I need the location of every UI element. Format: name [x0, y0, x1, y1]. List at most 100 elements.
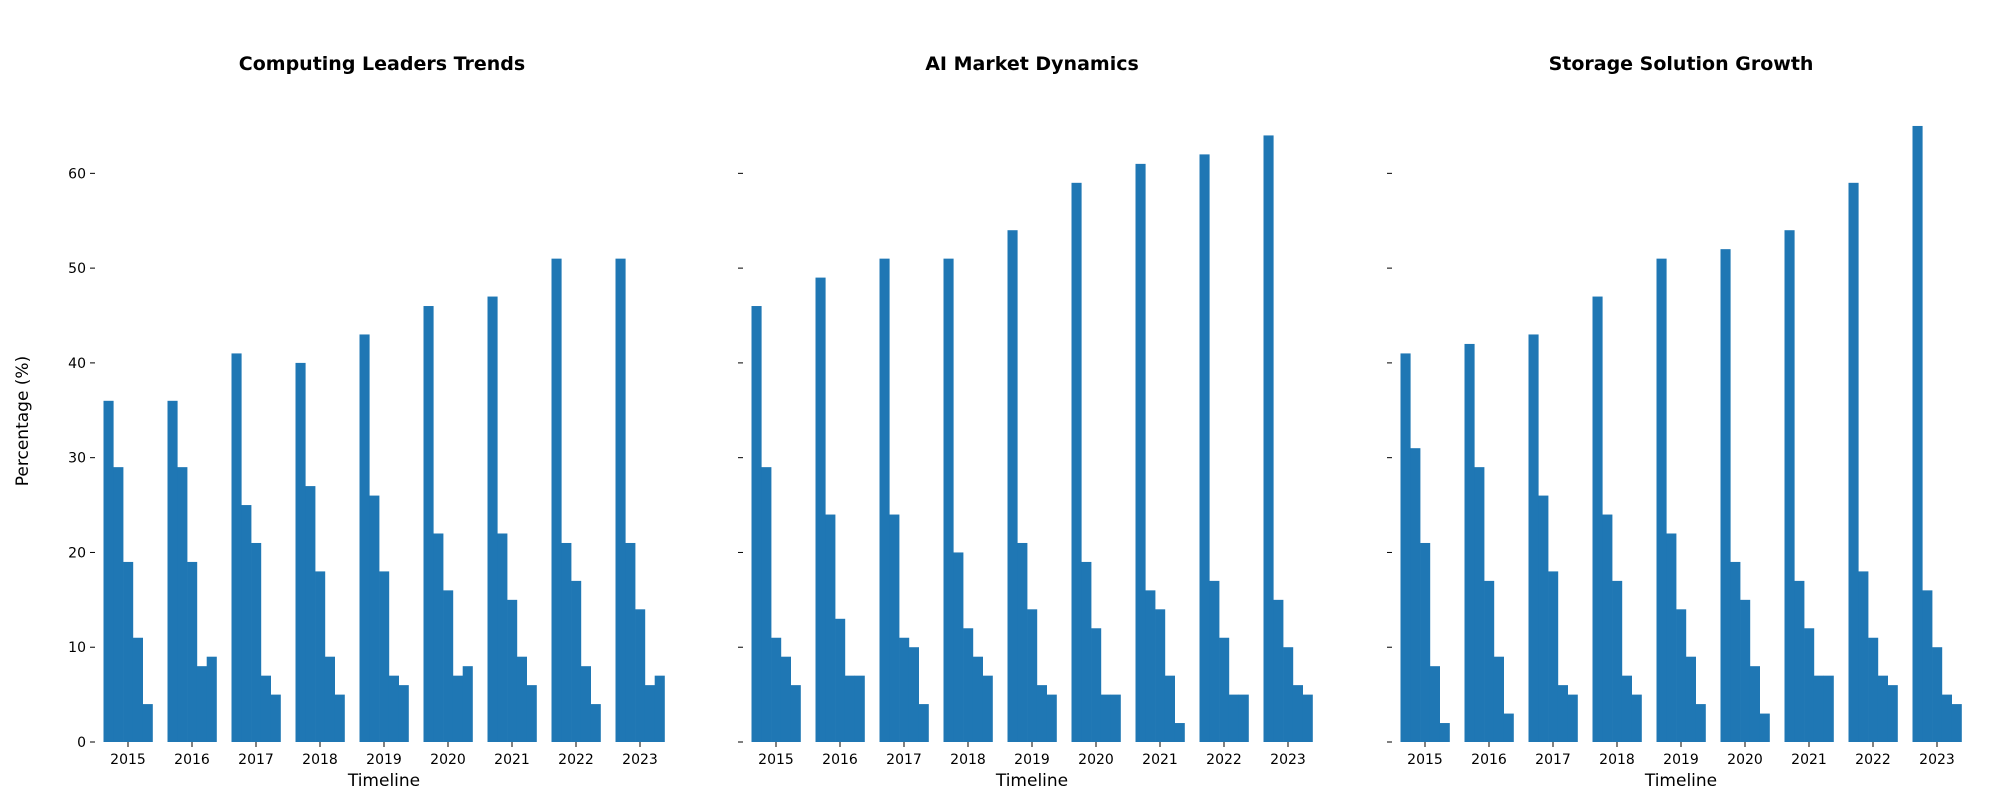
- bar: [908, 647, 919, 742]
- bar: [1656, 258, 1667, 742]
- bar: [132, 637, 143, 742]
- bar: [507, 599, 518, 742]
- bar: [123, 561, 134, 742]
- bar: [1592, 296, 1603, 742]
- x-tick-label: 2016: [822, 752, 858, 768]
- bar: [844, 675, 855, 742]
- bar: [452, 675, 463, 742]
- y-tick-label: 60: [68, 166, 86, 182]
- bar: [177, 467, 188, 742]
- x-tick-label: 2019: [1663, 752, 1699, 768]
- bar: [1238, 694, 1249, 742]
- bar: [879, 258, 890, 742]
- bar: [516, 656, 527, 742]
- bar: [625, 542, 636, 742]
- bar: [761, 467, 772, 742]
- bar: [1877, 675, 1888, 742]
- x-tick-label: 2022: [558, 752, 594, 768]
- bar: [443, 590, 454, 742]
- bar: [1730, 561, 1741, 742]
- bar: [1858, 571, 1869, 742]
- bar: [398, 685, 409, 742]
- y-tick-label: 20: [68, 545, 86, 561]
- bar: [1464, 343, 1475, 742]
- bar: [644, 685, 655, 742]
- x-tick-label: 2021: [1791, 752, 1827, 768]
- bar: [1538, 495, 1549, 742]
- bar: [526, 685, 537, 742]
- x-axis-label: Timeline: [347, 771, 420, 791]
- y-tick-label: 50: [68, 261, 86, 277]
- x-axis-label: Timeline: [1644, 771, 1717, 791]
- bar: [487, 296, 498, 742]
- bar: [780, 656, 791, 742]
- x-tick-label: 2015: [758, 752, 794, 768]
- bar: [825, 514, 836, 742]
- bar: [1283, 647, 1294, 742]
- y-tick-label: 0: [77, 735, 86, 751]
- y-axis-label: Percentage (%): [13, 356, 33, 486]
- chart-panel: AI Market Dynamics 2015 2016 2017 2018 2019 20…: [738, 53, 1313, 791]
- bar: [889, 514, 900, 742]
- bar: [388, 675, 399, 742]
- bar: [835, 618, 846, 742]
- chart-title: Computing Leaders Trends: [239, 53, 525, 75]
- bar: [1740, 599, 1751, 742]
- bar: [1209, 580, 1220, 742]
- bar: [379, 571, 390, 742]
- x-tick-label: 2018: [950, 752, 986, 768]
- x-axis-label: Timeline: [995, 771, 1068, 791]
- bar: [918, 704, 929, 742]
- bar: [241, 505, 252, 742]
- bar: [580, 666, 591, 742]
- bar: [1676, 609, 1687, 742]
- bar: [423, 306, 434, 742]
- bar: [1164, 675, 1175, 742]
- bar: [1302, 694, 1313, 742]
- bar: [1400, 353, 1411, 742]
- x-tick-label: 2020: [430, 752, 466, 768]
- bar: [1503, 713, 1514, 742]
- bar: [1823, 675, 1834, 742]
- bar: [1292, 685, 1303, 742]
- bar: [1784, 230, 1795, 742]
- x-tick-label: 2015: [1407, 752, 1443, 768]
- bar: [433, 533, 444, 742]
- bar: [943, 258, 954, 742]
- bar: [1091, 628, 1102, 742]
- x-tick-label: 2020: [1727, 752, 1763, 768]
- bar: [1848, 182, 1859, 742]
- x-tick-label: 2016: [174, 752, 210, 768]
- x-tick-label: 2019: [1014, 752, 1050, 768]
- bar: [1027, 609, 1038, 742]
- bar: [953, 552, 964, 742]
- bar: [324, 656, 335, 742]
- x-tick-label: 2021: [1142, 752, 1178, 768]
- bar: [963, 628, 974, 742]
- x-tick-label: 2015: [110, 752, 146, 768]
- bar: [1135, 163, 1146, 742]
- bar: [1199, 154, 1210, 742]
- bar: [369, 495, 380, 742]
- chart-panel: Storage Solution Growth 2015 2016 2017 2018 2…: [1387, 53, 1962, 791]
- bar: [982, 675, 993, 742]
- bar: [295, 362, 306, 742]
- bar: [1887, 685, 1898, 742]
- bar: [1155, 609, 1166, 742]
- bar: [1410, 448, 1421, 742]
- bar: [1420, 542, 1431, 742]
- bar: [1273, 599, 1284, 742]
- bar: [551, 258, 562, 742]
- bar: [142, 704, 153, 742]
- bar: [1263, 135, 1274, 742]
- bar: [751, 306, 762, 742]
- bar: [1429, 666, 1440, 742]
- bar: [1794, 580, 1805, 742]
- bar: [334, 694, 345, 742]
- bar: [1922, 590, 1933, 742]
- x-tick-label: 2023: [622, 752, 658, 768]
- bar: [1474, 467, 1485, 742]
- bar: [359, 334, 370, 742]
- x-tick-label: 2017: [1535, 752, 1571, 768]
- bar: [1548, 571, 1559, 742]
